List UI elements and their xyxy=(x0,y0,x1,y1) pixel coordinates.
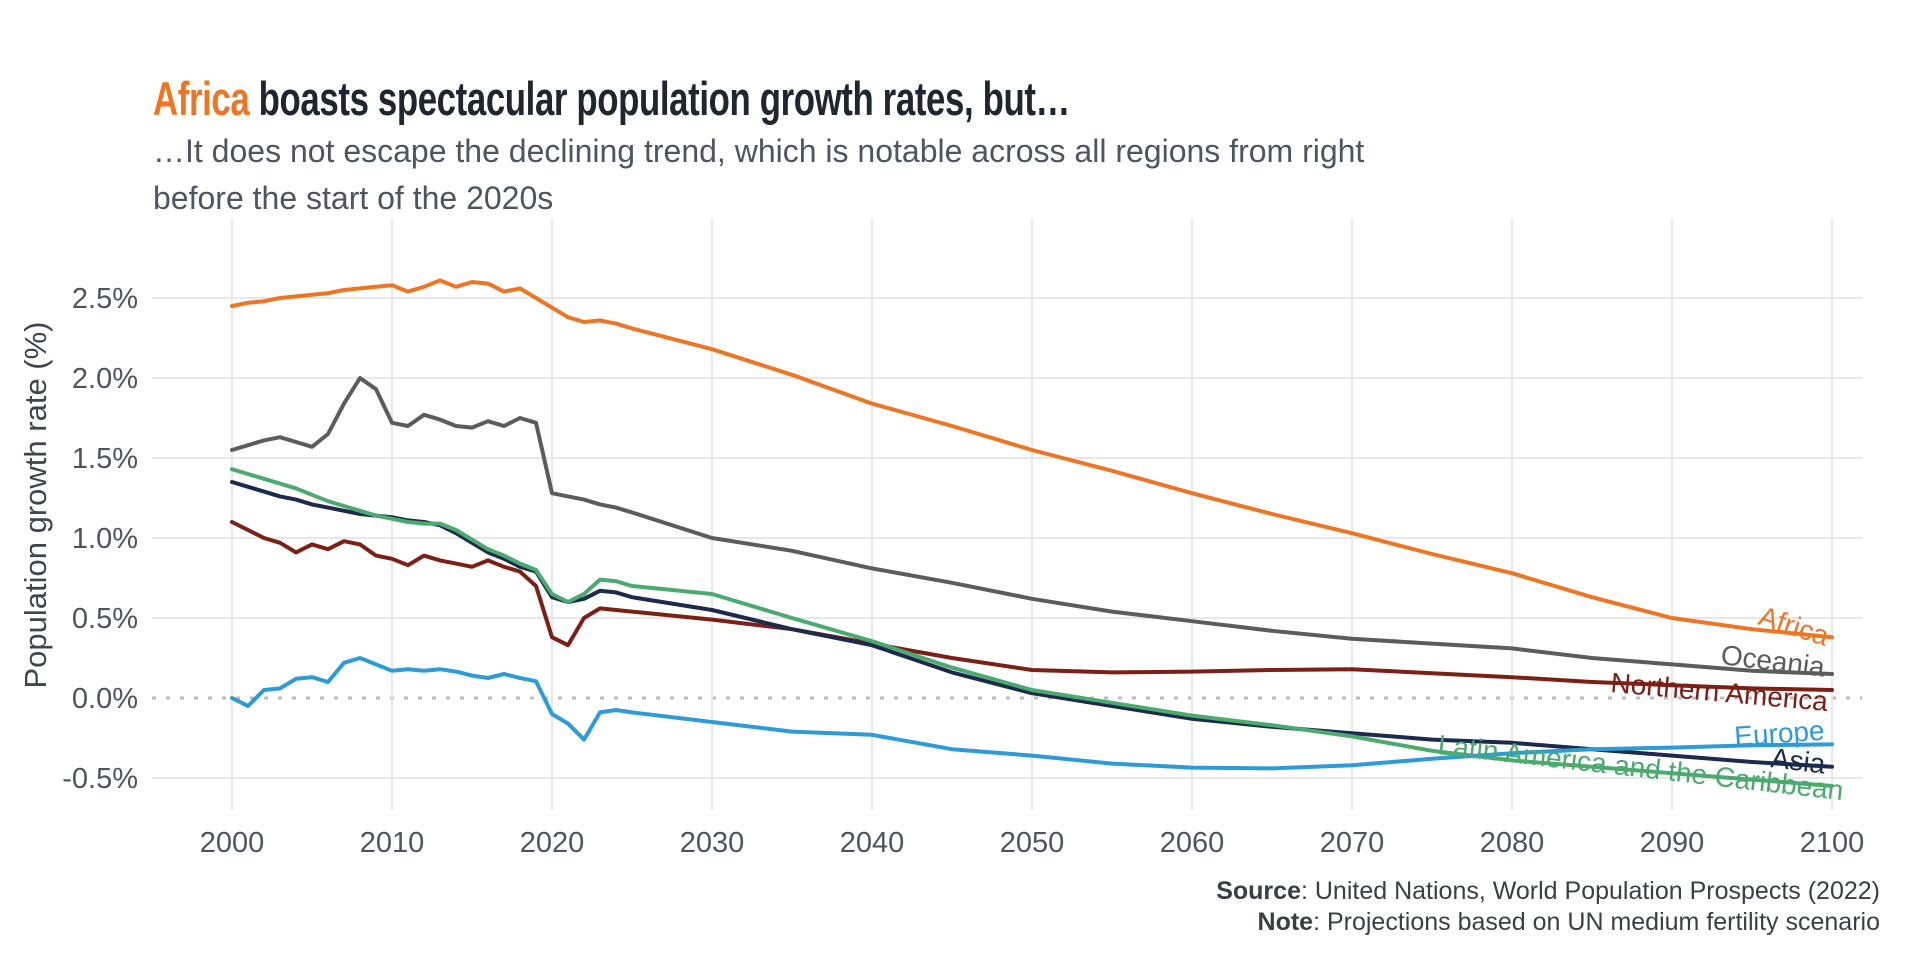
series-line-africa xyxy=(230,278,1834,640)
x-tick-label-2020: 2020 xyxy=(520,827,585,859)
y-tick-label-0-5: 0.5% xyxy=(72,603,138,635)
series-line-oceania xyxy=(230,376,1834,676)
note-text: : Projections based on UN medium fertili… xyxy=(1313,908,1880,936)
y-axis-title: Population growth rate (%) xyxy=(18,321,53,688)
chart-title-highlight: Africa xyxy=(153,72,250,126)
chart-footnotes: Source: United Nations, World Population… xyxy=(1216,876,1880,938)
note-label: Note xyxy=(1257,908,1314,936)
source-line: Source: United Nations, World Population… xyxy=(1216,876,1880,907)
chart-title: Africa boasts spectacular population gro… xyxy=(153,71,1070,126)
y-tick-label-1-5: 1.5% xyxy=(72,443,138,475)
source-label: Source xyxy=(1216,877,1301,905)
series-label-europe: Europe xyxy=(1733,715,1825,752)
x-tick-label-2070: 2070 xyxy=(1320,827,1385,859)
y-tick-label-1-0: 1.0% xyxy=(72,523,138,555)
series-line-northern-america xyxy=(230,520,1834,692)
chart-subtitle: …It does not escape the declining trend,… xyxy=(153,128,1364,222)
x-tick-label-2060: 2060 xyxy=(1160,827,1225,859)
y-tick-label-2-0: 2.0% xyxy=(72,363,138,395)
y-tick-label-0-0: 0.0% xyxy=(72,683,138,715)
y-tick-label-2-5: 2.5% xyxy=(72,283,138,315)
x-tick-label-2030: 2030 xyxy=(680,827,745,859)
x-tick-label-2080: 2080 xyxy=(1480,827,1545,859)
x-tick-label-2100: 2100 xyxy=(1800,827,1865,859)
series-line-latin-america-and-the-caribbean xyxy=(230,467,1834,788)
x-tick-label-2040: 2040 xyxy=(840,827,905,859)
chart-title-rest: boasts spectacular population growth rat… xyxy=(249,72,1071,126)
series-label-asia: Asia xyxy=(1769,742,1827,779)
y-tick-label-0-5: -0.5% xyxy=(62,763,138,795)
chart-subtitle-line-2: before the start of the 2020s xyxy=(153,180,554,216)
source-text: : United Nations, World Population Prosp… xyxy=(1300,877,1880,905)
x-tick-label-2000: 2000 xyxy=(200,827,265,859)
chart-subtitle-line-1: …It does not escape the declining trend,… xyxy=(153,133,1365,169)
note-line: Note: Projections based on UN medium fer… xyxy=(1216,907,1880,938)
x-tick-label-2010: 2010 xyxy=(360,827,425,859)
x-tick-label-2090: 2090 xyxy=(1640,827,1705,859)
series-line-europe xyxy=(230,656,1834,771)
x-tick-label-2050: 2050 xyxy=(1000,827,1065,859)
